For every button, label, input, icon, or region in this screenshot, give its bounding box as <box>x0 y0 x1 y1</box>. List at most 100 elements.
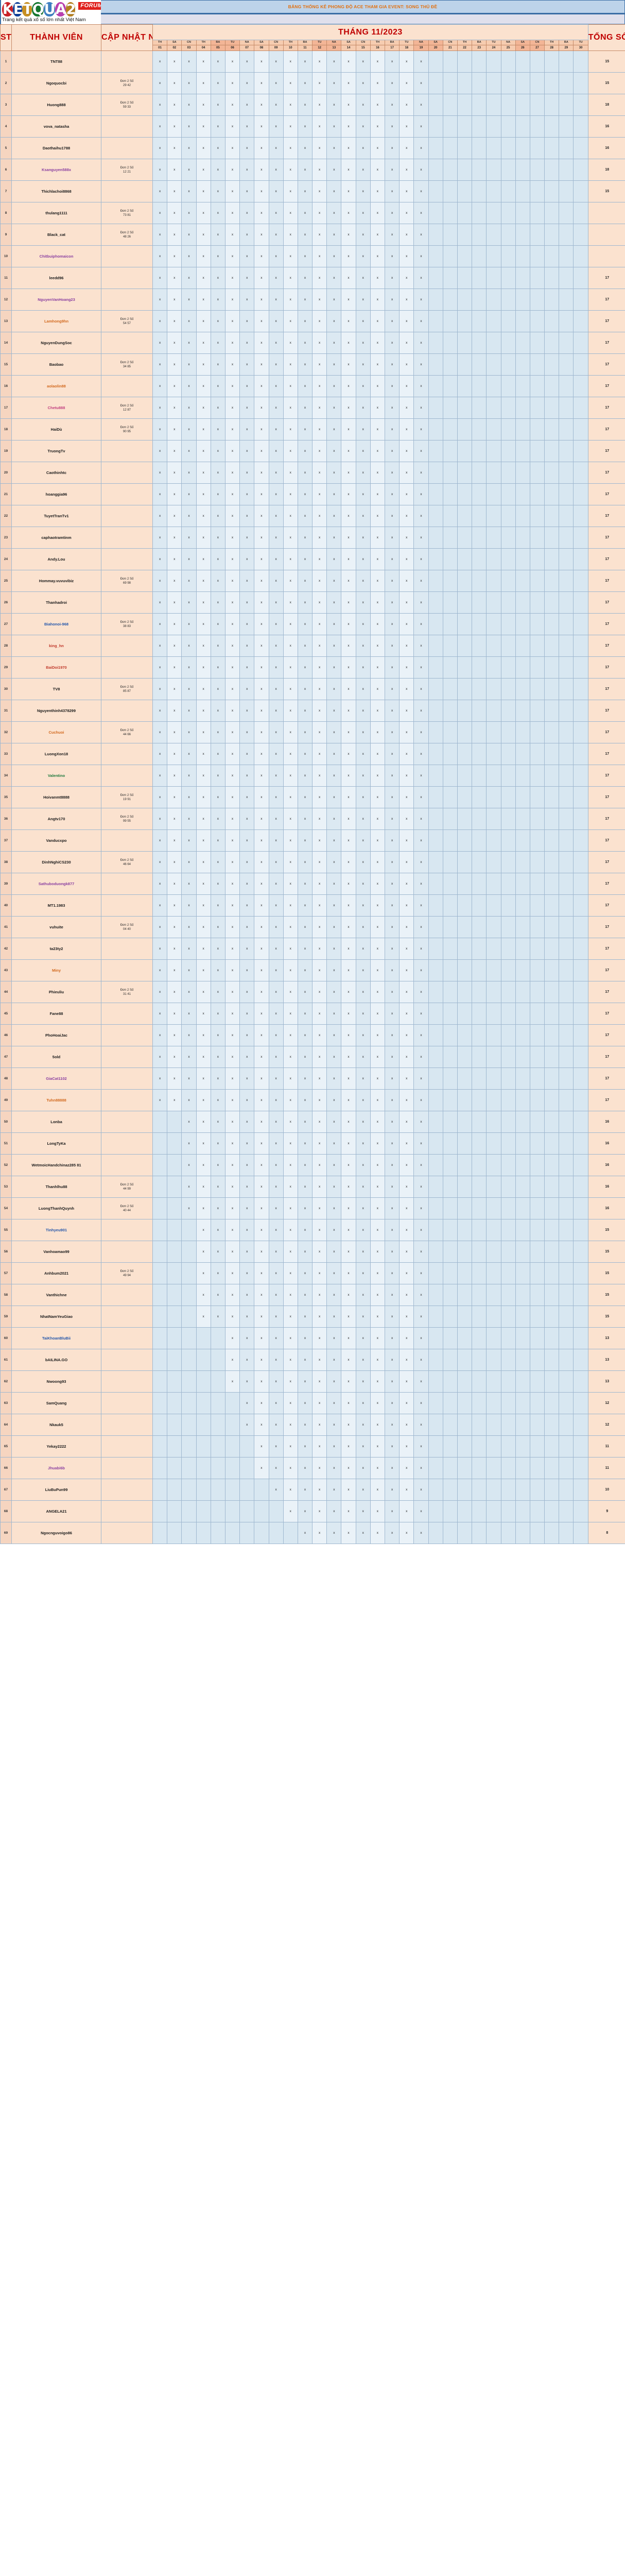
attendance-mark-cell[interactable]: x <box>254 1067 269 1090</box>
attendance-mark-cell[interactable]: x <box>167 786 182 808</box>
attendance-mark-cell[interactable]: x <box>210 829 225 852</box>
attendance-mark-cell[interactable]: x <box>297 721 313 743</box>
attendance-mark-cell[interactable]: x <box>167 765 182 787</box>
attendance-mark-cell[interactable]: x <box>239 981 255 1003</box>
attendance-mark-cell[interactable]: x <box>297 873 313 895</box>
attendance-mark-cell[interactable]: x <box>355 1197 371 1219</box>
attendance-mark-cell[interactable]: x <box>239 94 255 116</box>
attendance-mark-cell[interactable]: x <box>326 310 342 332</box>
attendance-mark-cell[interactable]: x <box>399 375 414 397</box>
attendance-empty-cell[interactable] <box>500 1414 516 1436</box>
attendance-mark-cell[interactable]: x <box>341 94 356 116</box>
attendance-mark-cell[interactable]: x <box>355 1457 371 1479</box>
attendance-mark-cell[interactable]: x <box>283 418 298 440</box>
attendance-mark-cell[interactable]: x <box>370 202 386 224</box>
attendance-mark-cell[interactable]: x <box>167 440 182 462</box>
attendance-empty-cell[interactable] <box>152 1522 168 1544</box>
attendance-empty-cell[interactable] <box>486 1003 501 1025</box>
member-name[interactable]: LongTyKa <box>11 1132 101 1155</box>
attendance-empty-cell[interactable] <box>500 440 516 462</box>
attendance-mark-cell[interactable]: x <box>268 1414 284 1436</box>
attendance-mark-cell[interactable]: x <box>224 115 240 138</box>
attendance-mark-cell[interactable]: x <box>196 1262 211 1284</box>
attendance-mark-cell[interactable]: x <box>181 50 197 73</box>
attendance-mark-cell[interactable]: x <box>268 137 284 159</box>
member-name[interactable]: TruongTv <box>11 440 101 462</box>
attendance-mark-cell[interactable]: x <box>196 289 211 311</box>
attendance-mark-cell[interactable]: x <box>413 1327 429 1349</box>
member-name[interactable]: Nkauk5 <box>11 1414 101 1436</box>
attendance-mark-cell[interactable]: x <box>384 1219 400 1241</box>
attendance-mark-cell[interactable]: x <box>196 743 211 765</box>
attendance-empty-cell[interactable] <box>559 1111 574 1133</box>
attendance-mark-cell[interactable]: x <box>283 656 298 679</box>
attendance-mark-cell[interactable]: x <box>283 267 298 289</box>
attendance-mark-cell[interactable]: x <box>254 1306 269 1328</box>
attendance-mark-cell[interactable]: x <box>399 743 414 765</box>
attendance-mark-cell[interactable]: x <box>224 981 240 1003</box>
attendance-empty-cell[interactable] <box>442 289 458 311</box>
attendance-empty-cell[interactable] <box>152 1479 168 1501</box>
attendance-mark-cell[interactable]: x <box>283 1219 298 1241</box>
attendance-mark-cell[interactable]: x <box>196 137 211 159</box>
attendance-empty-cell[interactable] <box>529 115 545 138</box>
attendance-mark-cell[interactable]: x <box>370 353 386 376</box>
attendance-mark-cell[interactable]: x <box>370 1154 386 1176</box>
attendance-empty-cell[interactable] <box>515 916 530 938</box>
attendance-mark-cell[interactable]: x <box>254 916 269 938</box>
attendance-mark-cell[interactable]: x <box>399 1349 414 1371</box>
attendance-mark-cell[interactable]: x <box>370 1024 386 1046</box>
attendance-mark-cell[interactable]: x <box>196 505 211 527</box>
attendance-mark-cell[interactable]: x <box>196 94 211 116</box>
attendance-mark-cell[interactable]: x <box>384 1089 400 1111</box>
attendance-empty-cell[interactable] <box>428 1414 443 1436</box>
attendance-mark-cell[interactable]: x <box>326 1262 342 1284</box>
attendance-mark-cell[interactable]: x <box>341 1500 356 1522</box>
attendance-empty-cell[interactable] <box>515 1154 530 1176</box>
attendance-mark-cell[interactable]: x <box>152 959 168 981</box>
attendance-mark-cell[interactable]: x <box>413 137 429 159</box>
attendance-mark-cell[interactable]: x <box>399 1306 414 1328</box>
attendance-mark-cell[interactable]: x <box>167 1089 182 1111</box>
attendance-empty-cell[interactable] <box>428 635 443 657</box>
attendance-mark-cell[interactable]: x <box>167 94 182 116</box>
attendance-empty-cell[interactable] <box>457 1284 473 1306</box>
attendance-empty-cell[interactable] <box>500 1197 516 1219</box>
attendance-mark-cell[interactable]: x <box>167 180 182 202</box>
attendance-mark-cell[interactable]: x <box>268 700 284 722</box>
attendance-mark-cell[interactable]: x <box>355 159 371 181</box>
attendance-mark-cell[interactable]: x <box>167 829 182 852</box>
attendance-empty-cell[interactable] <box>442 1089 458 1111</box>
attendance-empty-cell[interactable] <box>486 202 501 224</box>
attendance-mark-cell[interactable]: x <box>297 808 313 830</box>
attendance-empty-cell[interactable] <box>152 1111 168 1133</box>
attendance-mark-cell[interactable]: x <box>413 353 429 376</box>
attendance-mark-cell[interactable]: x <box>370 1306 386 1328</box>
attendance-mark-cell[interactable]: x <box>312 938 327 960</box>
attendance-empty-cell[interactable] <box>500 137 516 159</box>
attendance-empty-cell[interactable] <box>181 1349 197 1371</box>
attendance-mark-cell[interactable]: x <box>268 332 284 354</box>
attendance-empty-cell[interactable] <box>210 1435 225 1458</box>
attendance-empty-cell[interactable] <box>486 613 501 635</box>
attendance-mark-cell[interactable]: x <box>239 765 255 787</box>
attendance-mark-cell[interactable]: x <box>283 591 298 614</box>
attendance-empty-cell[interactable] <box>559 1241 574 1263</box>
attendance-empty-cell[interactable] <box>457 1154 473 1176</box>
attendance-mark-cell[interactable]: x <box>224 1089 240 1111</box>
attendance-mark-cell[interactable]: x <box>268 353 284 376</box>
attendance-empty-cell[interactable] <box>529 981 545 1003</box>
attendance-mark-cell[interactable]: x <box>152 894 168 917</box>
attendance-mark-cell[interactable]: x <box>384 1457 400 1479</box>
attendance-empty-cell[interactable] <box>573 1024 588 1046</box>
attendance-mark-cell[interactable]: x <box>355 786 371 808</box>
attendance-mark-cell[interactable]: x <box>268 94 284 116</box>
attendance-mark-cell[interactable]: x <box>297 202 313 224</box>
attendance-empty-cell[interactable] <box>442 1349 458 1371</box>
member-name[interactable]: NhatNamYeuGiao <box>11 1306 101 1328</box>
attendance-mark-cell[interactable]: x <box>326 1089 342 1111</box>
attendance-empty-cell[interactable] <box>559 1067 574 1090</box>
attendance-mark-cell[interactable]: x <box>326 1457 342 1479</box>
attendance-empty-cell[interactable] <box>472 1414 487 1436</box>
attendance-empty-cell[interactable] <box>529 548 545 570</box>
